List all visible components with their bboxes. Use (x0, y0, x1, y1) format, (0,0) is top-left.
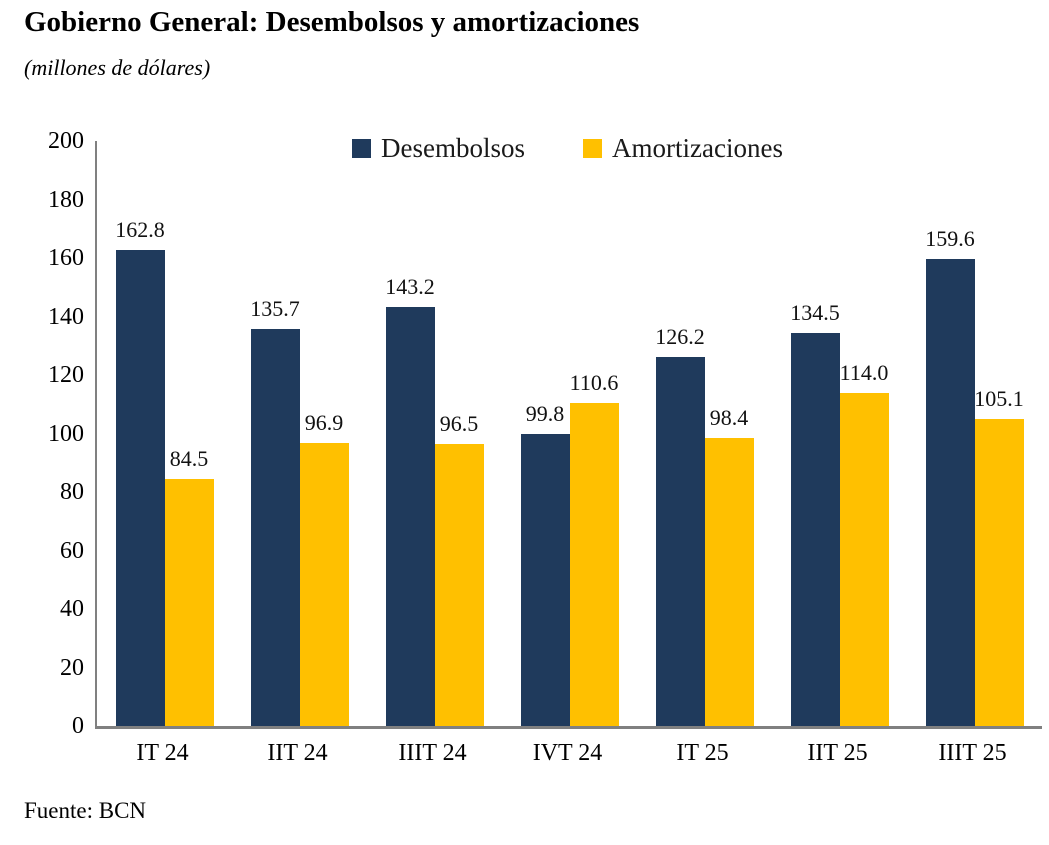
bar-value-label: 162.8 (115, 216, 165, 242)
bar-desembolsos: 159.6 (925, 226, 975, 726)
y-tick-label: 200 (48, 128, 84, 154)
bar-value-label: 134.5 (790, 299, 840, 325)
bar-rect (974, 418, 1024, 726)
bar-group-iit-25: 134.5 114.0 (772, 141, 907, 726)
bar-value-label: 159.6 (925, 226, 975, 252)
y-tick-label: 80 (60, 479, 84, 505)
bar-desembolsos: 126.2 (655, 324, 705, 726)
bar-rect (299, 442, 349, 726)
y-tick-label: 100 (48, 420, 84, 447)
bar-amortizaciones: 110.6 (569, 370, 619, 726)
x-tick-label: IT 24 (136, 740, 189, 766)
y-tick-label: 0 (72, 713, 84, 739)
bar-value-label: 99.8 (525, 401, 565, 427)
legend-item-amortizaciones: Amortizaciones (583, 133, 783, 164)
bar-amortizaciones: 96.5 (434, 411, 484, 726)
x-tick-label: IIIT 24 (398, 740, 467, 766)
bar-group-it-24: 162.8 84.5 (97, 141, 232, 726)
bar-desembolsos: 134.5 (790, 300, 840, 726)
x-axis-tick-labels: IT 24 IIT 24 IIIT 24 IVT 24 IT 25 IIT 25 IIIT … (95, 740, 1040, 767)
bar-desembolsos: 162.8 (115, 217, 165, 726)
bar-desembolsos: 143.2 (385, 274, 435, 726)
bar-rect (164, 478, 214, 726)
bar-group-iit-24: 135.7 96.9 (232, 141, 367, 726)
bar-rect (790, 332, 840, 726)
x-tick-label: IIIT 25 (938, 740, 1007, 766)
bar-rect (569, 402, 619, 726)
legend-swatch-icon (352, 139, 372, 158)
bar-value-label: 135.7 (250, 296, 300, 322)
bar-value-label: 110.6 (569, 369, 619, 395)
bar-amortizaciones: 84.5 (164, 446, 214, 726)
chart-legend: Desembolsos Amortizaciones (95, 133, 1040, 164)
bar-value-label: 98.4 (709, 405, 749, 431)
x-tick-label: IIT 25 (807, 740, 868, 766)
bar-value-label: 126.2 (655, 323, 705, 349)
legend-item-desembolsos: Desembolsos (352, 133, 525, 164)
bar-value-label: 114.0 (839, 359, 889, 385)
plot-area: 162.8 84.5 135.7 96.9 143.2 96.5 99.8 110.6 126.… (95, 141, 1042, 729)
bar-amortizaciones: 98.4 (704, 405, 754, 726)
bar-value-label: 143.2 (385, 274, 435, 300)
bar-group-iiit-25: 159.6 105.1 (907, 141, 1042, 726)
y-tick-label: 20 (60, 654, 84, 681)
bar-amortizaciones: 105.1 (974, 386, 1024, 726)
chart-title: Gobierno General: Desembolsos y amortiza… (24, 6, 640, 38)
bar-value-label: 96.5 (439, 410, 479, 436)
bar-amortizaciones: 96.9 (299, 410, 349, 726)
chart-subtitle: (millones de dólares) (24, 55, 211, 80)
bar-rect (250, 329, 300, 726)
y-tick-label: 140 (48, 303, 84, 330)
bar-rect (655, 356, 705, 726)
bar-value-label: 105.1 (974, 385, 1024, 411)
x-tick-label: IT 25 (676, 740, 729, 766)
bar-rect (520, 434, 570, 726)
bar-group-iiit-24: 143.2 96.5 (367, 141, 502, 726)
bar-rect (839, 392, 889, 726)
bar-amortizaciones: 114.0 (839, 360, 889, 726)
bar-group-it-25: 126.2 98.4 (637, 141, 772, 726)
y-tick-label: 40 (60, 596, 84, 622)
bar-desembolsos: 99.8 (520, 401, 570, 726)
x-tick-label: IVT 24 (532, 740, 603, 766)
y-tick-label: 160 (48, 245, 84, 271)
chart-area: 0 20 40 60 80 100 120 140 160 180 200 Desembolsos A… (48, 128, 1042, 767)
y-tick-label: 60 (60, 537, 84, 564)
bar-value-label: 84.5 (169, 445, 209, 471)
bar-desembolsos: 135.7 (250, 296, 300, 726)
bar-value-label: 96.9 (304, 409, 344, 435)
legend-label: Amortizaciones (612, 133, 783, 163)
y-tick-label: 180 (48, 186, 84, 213)
bar-rect (385, 307, 435, 726)
legend-label: Desembolsos (381, 133, 526, 163)
bar-group-ivt-24: 99.8 110.6 (502, 141, 637, 726)
source-note: Fuente: BCN (24, 798, 147, 823)
bar-rect (704, 438, 754, 726)
y-tick-label: 120 (48, 362, 84, 388)
bar-rect (434, 443, 484, 726)
bar-rect (925, 259, 975, 726)
legend-swatch-icon (583, 139, 603, 158)
bar-rect (115, 249, 165, 726)
x-tick-label: IIT 24 (267, 740, 328, 766)
